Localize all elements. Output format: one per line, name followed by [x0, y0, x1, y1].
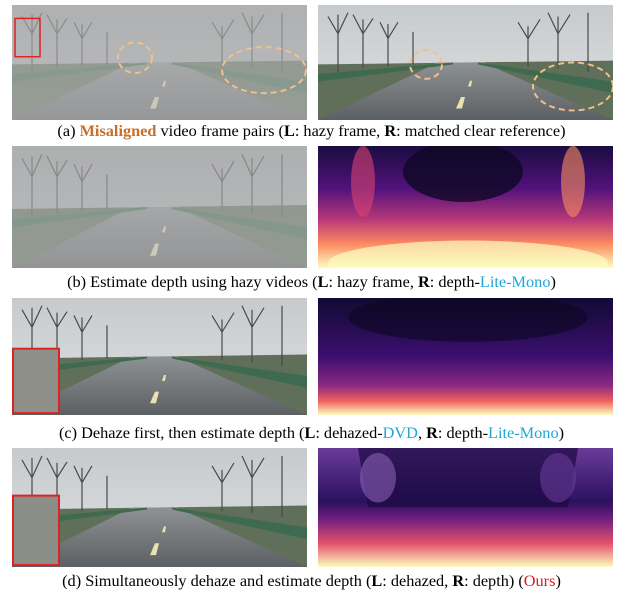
caption-text: : hazy frame,	[295, 121, 385, 140]
caption-bold: L	[371, 571, 382, 590]
caption-bold: R	[452, 571, 464, 590]
depth-map	[318, 448, 613, 567]
caption-d: (d) Simultaneously dehaze and estimate d…	[0, 571, 623, 591]
caption-bold: L	[284, 121, 295, 140]
hazy-frame	[12, 5, 307, 120]
caption-text: )	[550, 272, 555, 291]
caption-bold: R	[426, 423, 438, 442]
caption-c: (c) Dehaze first, then estimate depth (L…	[0, 423, 623, 443]
dehazed-frame	[12, 298, 307, 415]
hazy-frame	[12, 146, 307, 268]
caption-text: : depth-	[430, 272, 480, 291]
caption-text: : depth) (	[464, 571, 524, 590]
caption-method: Lite-Mono	[488, 423, 559, 442]
caption-method: DVD	[383, 423, 418, 442]
dehazed-frame	[12, 448, 307, 567]
figure: (a) Misaligned video frame pairs (L: haz…	[0, 0, 623, 590]
caption-ours: Ours	[524, 571, 556, 590]
caption-text: ,	[418, 423, 426, 442]
caption-text: )	[559, 423, 564, 442]
caption-highlight: Misaligned	[80, 121, 157, 140]
clear-reference	[318, 5, 613, 120]
caption-text: : matched clear reference)	[396, 121, 565, 140]
caption-text: (a)	[57, 121, 79, 140]
caption-method: Lite-Mono	[480, 272, 551, 291]
caption-text: video frame pairs (	[156, 121, 283, 140]
caption-a: (a) Misaligned video frame pairs (L: haz…	[0, 121, 623, 141]
caption-text: (b) Estimate depth using hazy videos (	[67, 272, 318, 291]
caption-text: : dehazed,	[382, 571, 452, 590]
caption-text: : hazy frame,	[328, 272, 418, 291]
caption-bold: L	[318, 272, 329, 291]
caption-bold: R	[418, 272, 430, 291]
caption-text: (c) Dehaze first, then estimate depth (	[59, 423, 304, 442]
caption-bold: L	[304, 423, 315, 442]
depth-map	[318, 146, 613, 268]
caption-text: (d) Simultaneously dehaze and estimate d…	[62, 571, 371, 590]
caption-text: : dehazed-	[315, 423, 382, 442]
caption-text: )	[555, 571, 560, 590]
caption-b: (b) Estimate depth using hazy videos (L:…	[0, 272, 623, 292]
caption-text: : depth-	[438, 423, 488, 442]
depth-map	[318, 298, 613, 415]
caption-bold: R	[384, 121, 396, 140]
